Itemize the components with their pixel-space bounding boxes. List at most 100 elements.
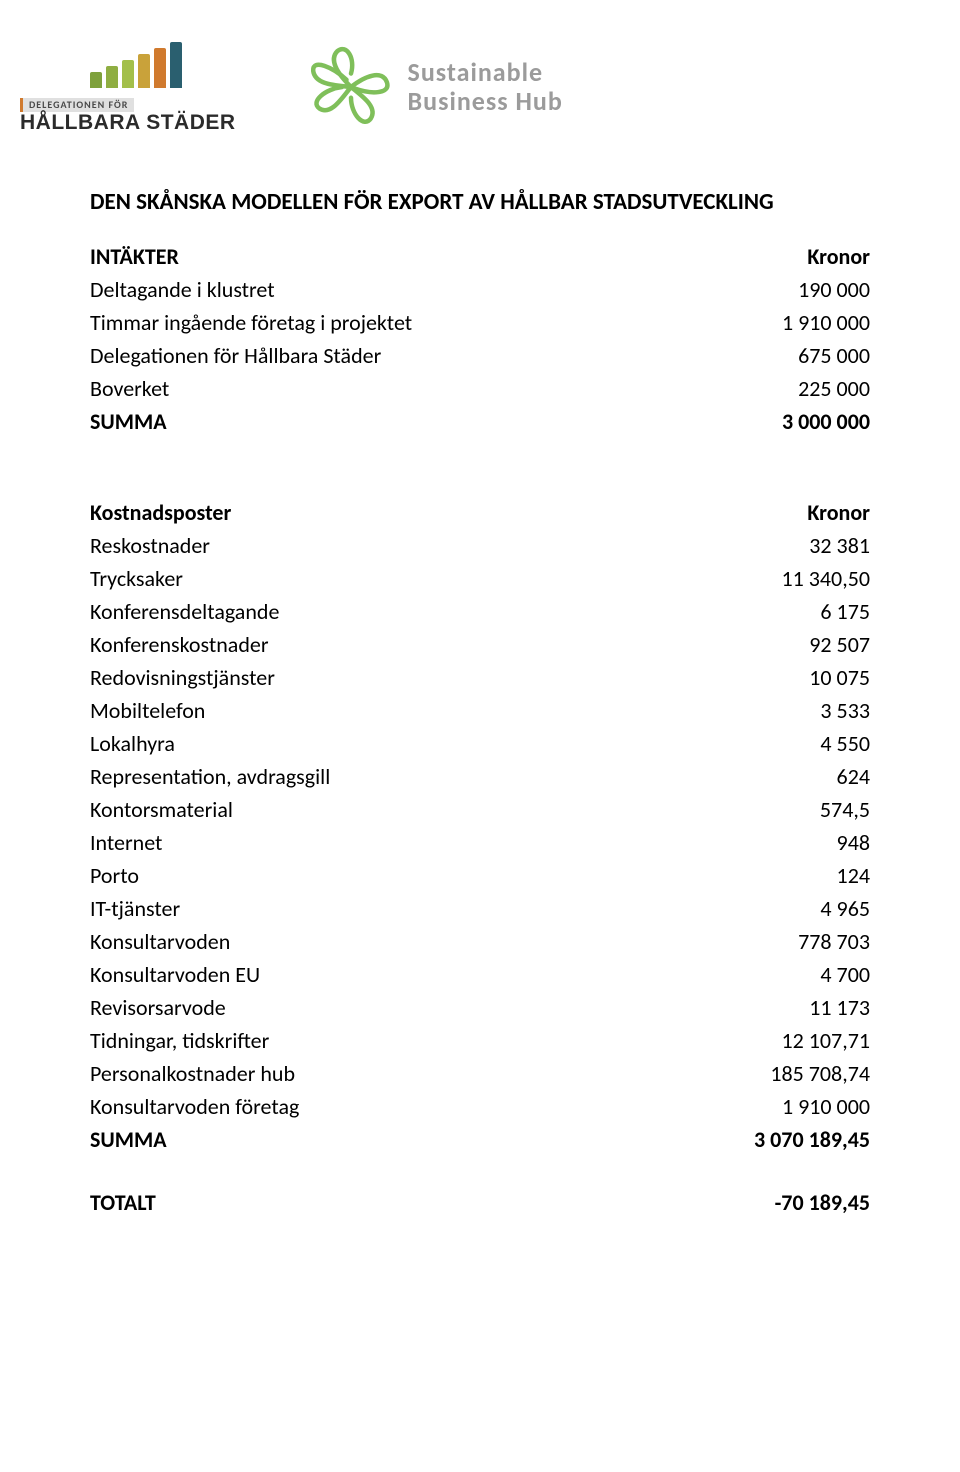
intakter-row-label: Timmar ingående företag i projektet: [90, 306, 412, 339]
sustainable-business-hub-logo: Sustainable Business Hub: [306, 42, 563, 132]
total-value: -70 189,45: [775, 1186, 870, 1219]
kostnader-header-value: Kronor: [807, 496, 870, 529]
kostnader-row-value: 10 075: [809, 661, 870, 694]
kostnader-row: Reskostnader 32 381: [90, 529, 870, 562]
kostnader-row: Revisorsarvode 11 173: [90, 991, 870, 1024]
blob-icon: [306, 42, 396, 132]
kostnader-row-label: Konferenskostnader: [90, 628, 269, 661]
kostnader-row-value: 574,5: [820, 793, 870, 826]
kostnader-row-label: Kontorsmaterial: [90, 793, 233, 826]
kostnader-row: Personalkostnader hub 185 708,74: [90, 1057, 870, 1090]
kostnader-row: Konsultarvoden 778 703: [90, 925, 870, 958]
intakter-header-value: Kronor: [807, 240, 870, 273]
total-row: TOTALT -70 189,45: [90, 1186, 870, 1219]
intakter-sum: SUMMA 3 000 000: [90, 405, 870, 438]
kostnader-row-label: Lokalhyra: [90, 727, 175, 760]
kostnader-row: Kontorsmaterial 574,5: [90, 793, 870, 826]
kostnader-row: Konferensdeltagande 6 175: [90, 595, 870, 628]
kostnader-row-value: 185 708,74: [770, 1057, 870, 1090]
kostnader-row-label: Konsultarvoden: [90, 925, 230, 958]
kostnader-row-label: Tidningar, tidskrifter: [90, 1024, 269, 1057]
kostnader-sum-label: SUMMA: [90, 1123, 167, 1156]
spacer: [90, 438, 870, 496]
intakter-row-value: 225 000: [798, 372, 870, 405]
intakter-sum-label: SUMMA: [90, 405, 167, 438]
kostnader-row-label: Reskostnader: [90, 529, 210, 562]
kostnader-row: Mobiltelefon 3 533: [90, 694, 870, 727]
bar-icon: [90, 72, 102, 88]
kostnader-row-value: 11 340,50: [781, 562, 870, 595]
kostnader-row-value: 32 381: [809, 529, 870, 562]
kostnader-row-value: 4 550: [820, 727, 870, 760]
kostnader-row-value: 948: [837, 826, 870, 859]
logo1-topline: DELEGATIONEN FÖR: [20, 98, 134, 112]
kostnader-row-label: Representation, avdragsgill: [90, 760, 330, 793]
kostnader-row: Porto124: [90, 859, 870, 892]
kostnader-row-label: Revisorsarvode: [90, 991, 226, 1024]
kostnader-row-label: Konsultarvoden företag: [90, 1090, 299, 1123]
intakter-row-value: 190 000: [798, 273, 870, 306]
kostnader-row-value: 4 965: [820, 892, 870, 925]
logo1-main: HÅLLBARA STÄDER: [20, 112, 236, 133]
kostnader-row: Representation, avdragsgill 624: [90, 760, 870, 793]
kostnader-row: Redovisningstjänster 10 075: [90, 661, 870, 694]
kostnader-rows: Reskostnader32 381Trycksaker11 340,50Kon…: [90, 529, 870, 1123]
bar-icon: [122, 60, 134, 88]
intakter-row-value: 1 910 000: [782, 306, 870, 339]
kostnader-row-value: 624: [837, 760, 870, 793]
kostnader-row-value: 1 910 000: [782, 1090, 870, 1123]
intakter-row-value: 675 000: [798, 339, 870, 372]
kostnader-row-value: 11 173: [809, 991, 870, 1024]
total-label: TOTALT: [90, 1186, 156, 1219]
kostnader-row: Konferenskostnader 92 507: [90, 628, 870, 661]
intakter-header: INTÄKTER Kronor: [90, 240, 870, 273]
kostnader-row: Konsultarvoden EU 4 700: [90, 958, 870, 991]
kostnader-row-label: Mobiltelefon: [90, 694, 205, 727]
kostnader-row-value: 6 175: [820, 595, 870, 628]
kostnader-row-value: 92 507: [809, 628, 870, 661]
document-title: DEN SKÅNSKA MODELLEN FÖR EXPORT AV HÅLLB…: [90, 188, 870, 216]
intakter-row: Delegationen för Hållbara Städer 675 000: [90, 339, 870, 372]
intakter-header-label: INTÄKTER: [90, 240, 179, 273]
bar-icon: [154, 48, 166, 88]
kostnader-row: Trycksaker 11 340,50: [90, 562, 870, 595]
kostnader-row: IT-tjänster 4 965: [90, 892, 870, 925]
kostnader-row: Internet 948: [90, 826, 870, 859]
intakter-row-label: Delegationen för Hållbara Städer: [90, 339, 381, 372]
header-logos: DELEGATIONEN FÖR HÅLLBARA STÄDER Sustain…: [90, 40, 870, 133]
bar-icon: [106, 66, 118, 88]
bar-icon: [170, 42, 182, 88]
kostnader-row-label: Konferensdeltagande: [90, 595, 279, 628]
kostnader-row-value: 778 703: [798, 925, 870, 958]
intakter-sum-value: 3 000 000: [782, 405, 870, 438]
kostnader-row-value: 4 700: [820, 958, 870, 991]
kostnader-row: Konsultarvoden företag 1 910 000: [90, 1090, 870, 1123]
document-page: DELEGATIONEN FÖR HÅLLBARA STÄDER Sustain…: [0, 0, 960, 1472]
bar-icon: [138, 54, 150, 88]
kostnader-row: Tidningar, tidskrifter 12 107,71: [90, 1024, 870, 1057]
logo2-line2: Business Hub: [408, 87, 563, 116]
kostnader-row-value: 124: [837, 859, 870, 892]
kostnader-row-label: Trycksaker: [90, 562, 183, 595]
intakter-rows: Deltagande i klustret190 000Timmar ingåe…: [90, 273, 870, 405]
spacer: [90, 1156, 870, 1186]
hallbara-stader-logo: DELEGATIONEN FÖR HÅLLBARA STÄDER: [90, 40, 236, 133]
logo-bars-icon: [90, 40, 182, 88]
kostnader-row-label: Redovisningstjänster: [90, 661, 275, 694]
kostnader-row-value: 12 107,71: [781, 1024, 870, 1057]
intakter-row: Deltagande i klustret 190 000: [90, 273, 870, 306]
intakter-row-label: Deltagande i klustret: [90, 273, 275, 306]
kostnader-sum: SUMMA 3 070 189,45: [90, 1123, 870, 1156]
logo2-line1: Sustainable: [408, 58, 563, 87]
kostnader-sum-value: 3 070 189,45: [754, 1123, 870, 1156]
kostnader-row-label: IT-tjänster: [90, 892, 180, 925]
kostnader-row: Lokalhyra 4 550: [90, 727, 870, 760]
kostnader-header: Kostnadsposter Kronor: [90, 496, 870, 529]
kostnader-row-label: Personalkostnader hub: [90, 1057, 295, 1090]
kostnader-row-value: 3 533: [820, 694, 870, 727]
intakter-row: Boverket225 000: [90, 372, 870, 405]
intakter-row: Timmar ingående företag i projektet 1 910…: [90, 306, 870, 339]
kostnader-row-label: Internet: [90, 826, 162, 859]
kostnader-row-label: Konsultarvoden EU: [90, 958, 260, 991]
kostnader-header-label: Kostnadsposter: [90, 496, 231, 529]
